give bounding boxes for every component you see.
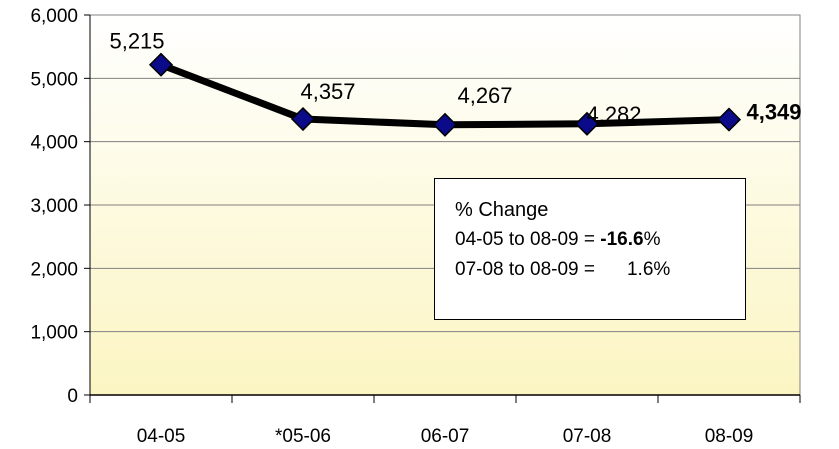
y-tick-label: 1,000 [30, 323, 78, 344]
data-labels: 5,215 4,357 4,267 4,282 4,349 [109, 29, 801, 127]
data-label: 4,349 [746, 100, 801, 125]
data-label: 4,357 [300, 79, 355, 104]
change-line-2-label: 07-08 to 08-09 = [455, 259, 595, 280]
x-tick-label: 06-07 [421, 426, 470, 447]
y-tick-label: 5,000 [30, 69, 78, 90]
data-point-marker [290, 106, 316, 132]
y-tick-label: 6,000 [30, 6, 78, 27]
percent-change-title: % Change [455, 199, 549, 221]
change-line-1: 04-05 to 08-09 = -16.6% [455, 225, 745, 255]
data-point-marker [716, 107, 742, 132]
change-line-1-label: 04-05 to 08-09 = [455, 229, 595, 250]
data-point-marker [432, 112, 458, 137]
data-label: 4,282 [586, 102, 641, 127]
change-line-2-value: 1.6% [626, 259, 671, 280]
data-point-marker [148, 52, 174, 77]
percent-change-box: % Change 04-05 to 08-09 = -16.6% 07-08 t… [434, 178, 746, 320]
data-label: 4,267 [457, 83, 512, 108]
y-tick-label: 4,000 [30, 133, 78, 154]
x-tick-label: 07-08 [563, 426, 612, 447]
series-line [148, 52, 742, 137]
y-tick-label: 2,000 [30, 259, 78, 280]
data-point-marker [574, 111, 600, 136]
data-label: 5,215 [109, 29, 164, 54]
change-line-1-value: -16.6 [600, 229, 644, 250]
y-tick-label: 3,000 [30, 196, 78, 217]
y-tick-label: 0 [67, 386, 78, 407]
x-tick-label: 08-09 [705, 426, 754, 447]
y-axis: 0 1,000 2,000 3,000 4,000 5,000 6,000 [30, 6, 91, 407]
x-tick-label: 04-05 [137, 426, 186, 447]
x-axis: 04-05 *05-06 06-07 07-08 08-09 [89, 394, 801, 447]
change-line-1-suffix: % [643, 229, 661, 250]
change-line-2: 07-08 to 08-09 = 1.6% [455, 255, 745, 285]
x-tick-label: *05-06 [275, 426, 331, 447]
